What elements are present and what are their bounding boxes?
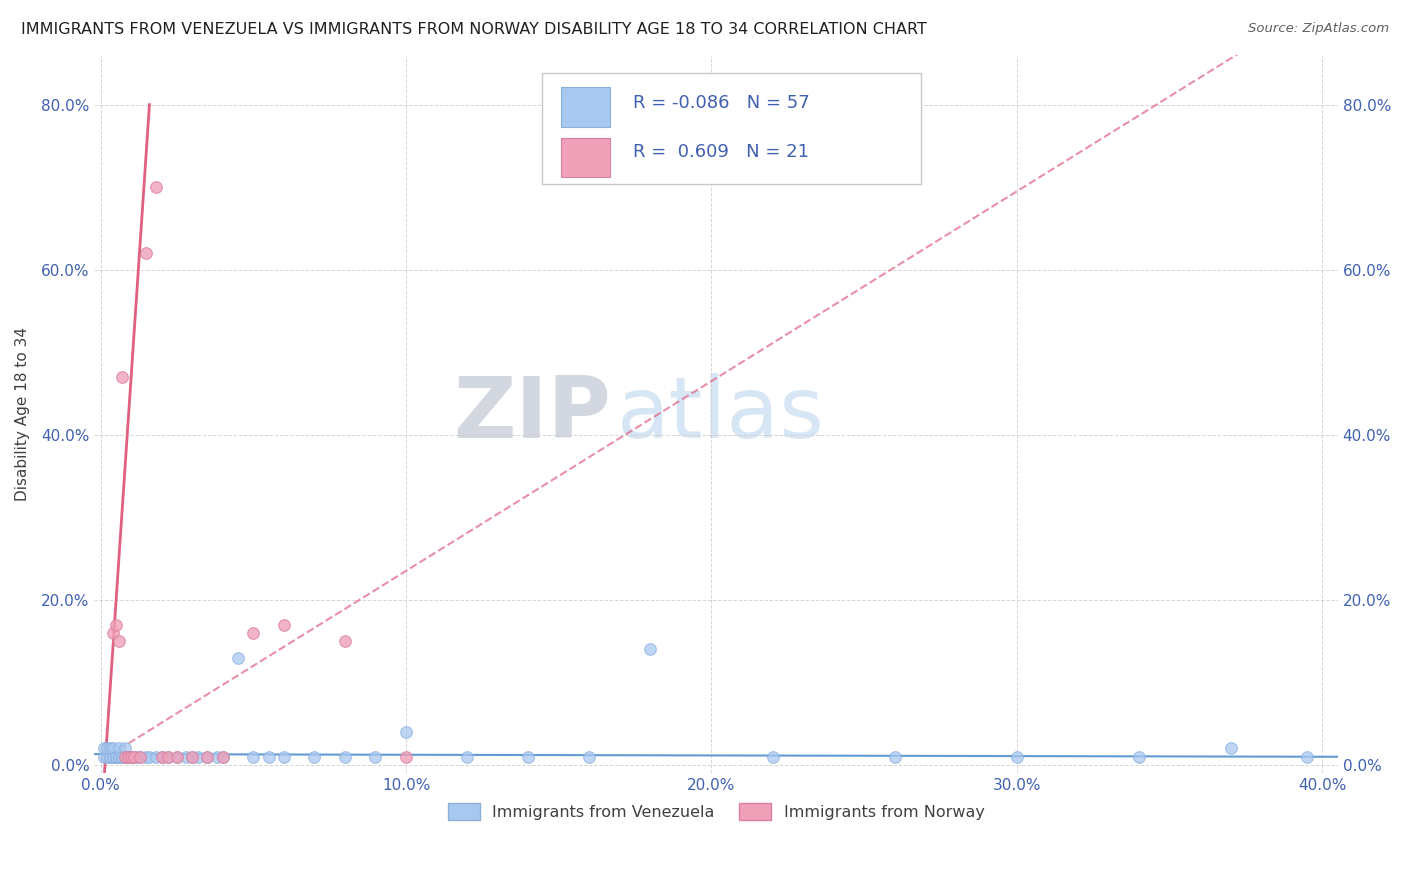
Point <box>364 749 387 764</box>
Point <box>108 749 131 764</box>
Point <box>242 625 264 640</box>
Point <box>120 749 142 764</box>
Point <box>273 617 295 632</box>
Point <box>1128 749 1150 764</box>
FancyBboxPatch shape <box>561 87 610 127</box>
Point <box>101 749 124 764</box>
Point <box>120 749 142 764</box>
Point <box>145 749 167 764</box>
Point <box>761 749 783 764</box>
Point <box>456 749 478 764</box>
Point <box>104 749 127 764</box>
Point <box>111 370 134 384</box>
Point <box>333 749 356 764</box>
Point <box>150 749 173 764</box>
Point <box>166 749 188 764</box>
Point <box>395 749 418 764</box>
Point <box>104 749 127 764</box>
Point <box>117 749 139 764</box>
Point <box>226 650 249 665</box>
Point <box>101 741 124 756</box>
Point <box>1005 749 1028 764</box>
Point <box>127 749 149 764</box>
Point <box>129 749 152 764</box>
Point <box>108 634 131 648</box>
Point <box>114 741 136 756</box>
Point <box>104 749 127 764</box>
Point <box>174 749 197 764</box>
Point <box>156 749 179 764</box>
Point <box>98 749 121 764</box>
Text: Source: ZipAtlas.com: Source: ZipAtlas.com <box>1249 22 1389 36</box>
Point <box>304 749 326 764</box>
Point <box>135 246 157 260</box>
Y-axis label: Disability Age 18 to 34: Disability Age 18 to 34 <box>15 327 30 501</box>
Point <box>150 749 173 764</box>
FancyBboxPatch shape <box>561 137 610 178</box>
Point <box>93 741 115 756</box>
Point <box>122 749 145 764</box>
Point <box>517 749 540 764</box>
FancyBboxPatch shape <box>541 73 921 185</box>
Point <box>205 749 228 764</box>
Text: atlas: atlas <box>617 373 824 456</box>
Point <box>138 749 160 764</box>
Point <box>395 724 418 739</box>
Point <box>98 741 121 756</box>
Text: R =  0.609   N = 21: R = 0.609 N = 21 <box>633 143 808 161</box>
Point <box>197 749 219 764</box>
Point <box>242 749 264 764</box>
Legend: Immigrants from Venezuela, Immigrants from Norway: Immigrants from Venezuela, Immigrants fr… <box>441 797 991 826</box>
Point <box>129 749 152 764</box>
Point <box>211 749 233 764</box>
Point <box>156 749 179 764</box>
Point <box>883 749 905 764</box>
Point <box>101 749 124 764</box>
Point <box>578 749 600 764</box>
Point <box>145 180 167 194</box>
Text: R = -0.086   N = 57: R = -0.086 N = 57 <box>633 95 810 112</box>
Point <box>135 749 157 764</box>
Point <box>187 749 209 764</box>
Text: ZIP: ZIP <box>453 373 610 456</box>
Point <box>114 749 136 764</box>
Point <box>111 749 134 764</box>
Point <box>93 749 115 764</box>
Point <box>197 749 219 764</box>
Point <box>120 749 142 764</box>
Point <box>114 749 136 764</box>
Point <box>98 749 121 764</box>
Point <box>257 749 280 764</box>
Point <box>1296 749 1319 764</box>
Point <box>96 741 118 756</box>
Point <box>333 634 356 648</box>
Point <box>122 749 145 764</box>
Point <box>640 642 662 657</box>
Point <box>108 749 131 764</box>
Point <box>181 749 204 764</box>
Point <box>117 749 139 764</box>
Point <box>117 749 139 764</box>
Text: IMMIGRANTS FROM VENEZUELA VS IMMIGRANTS FROM NORWAY DISABILITY AGE 18 TO 34 CORR: IMMIGRANTS FROM VENEZUELA VS IMMIGRANTS … <box>21 22 927 37</box>
Point <box>211 749 233 764</box>
Point <box>104 617 127 632</box>
Point <box>273 749 295 764</box>
Point <box>166 749 188 764</box>
Point <box>1219 741 1241 756</box>
Point <box>101 625 124 640</box>
Point <box>181 749 204 764</box>
Point <box>108 741 131 756</box>
Point <box>111 749 134 764</box>
Point <box>96 749 118 764</box>
